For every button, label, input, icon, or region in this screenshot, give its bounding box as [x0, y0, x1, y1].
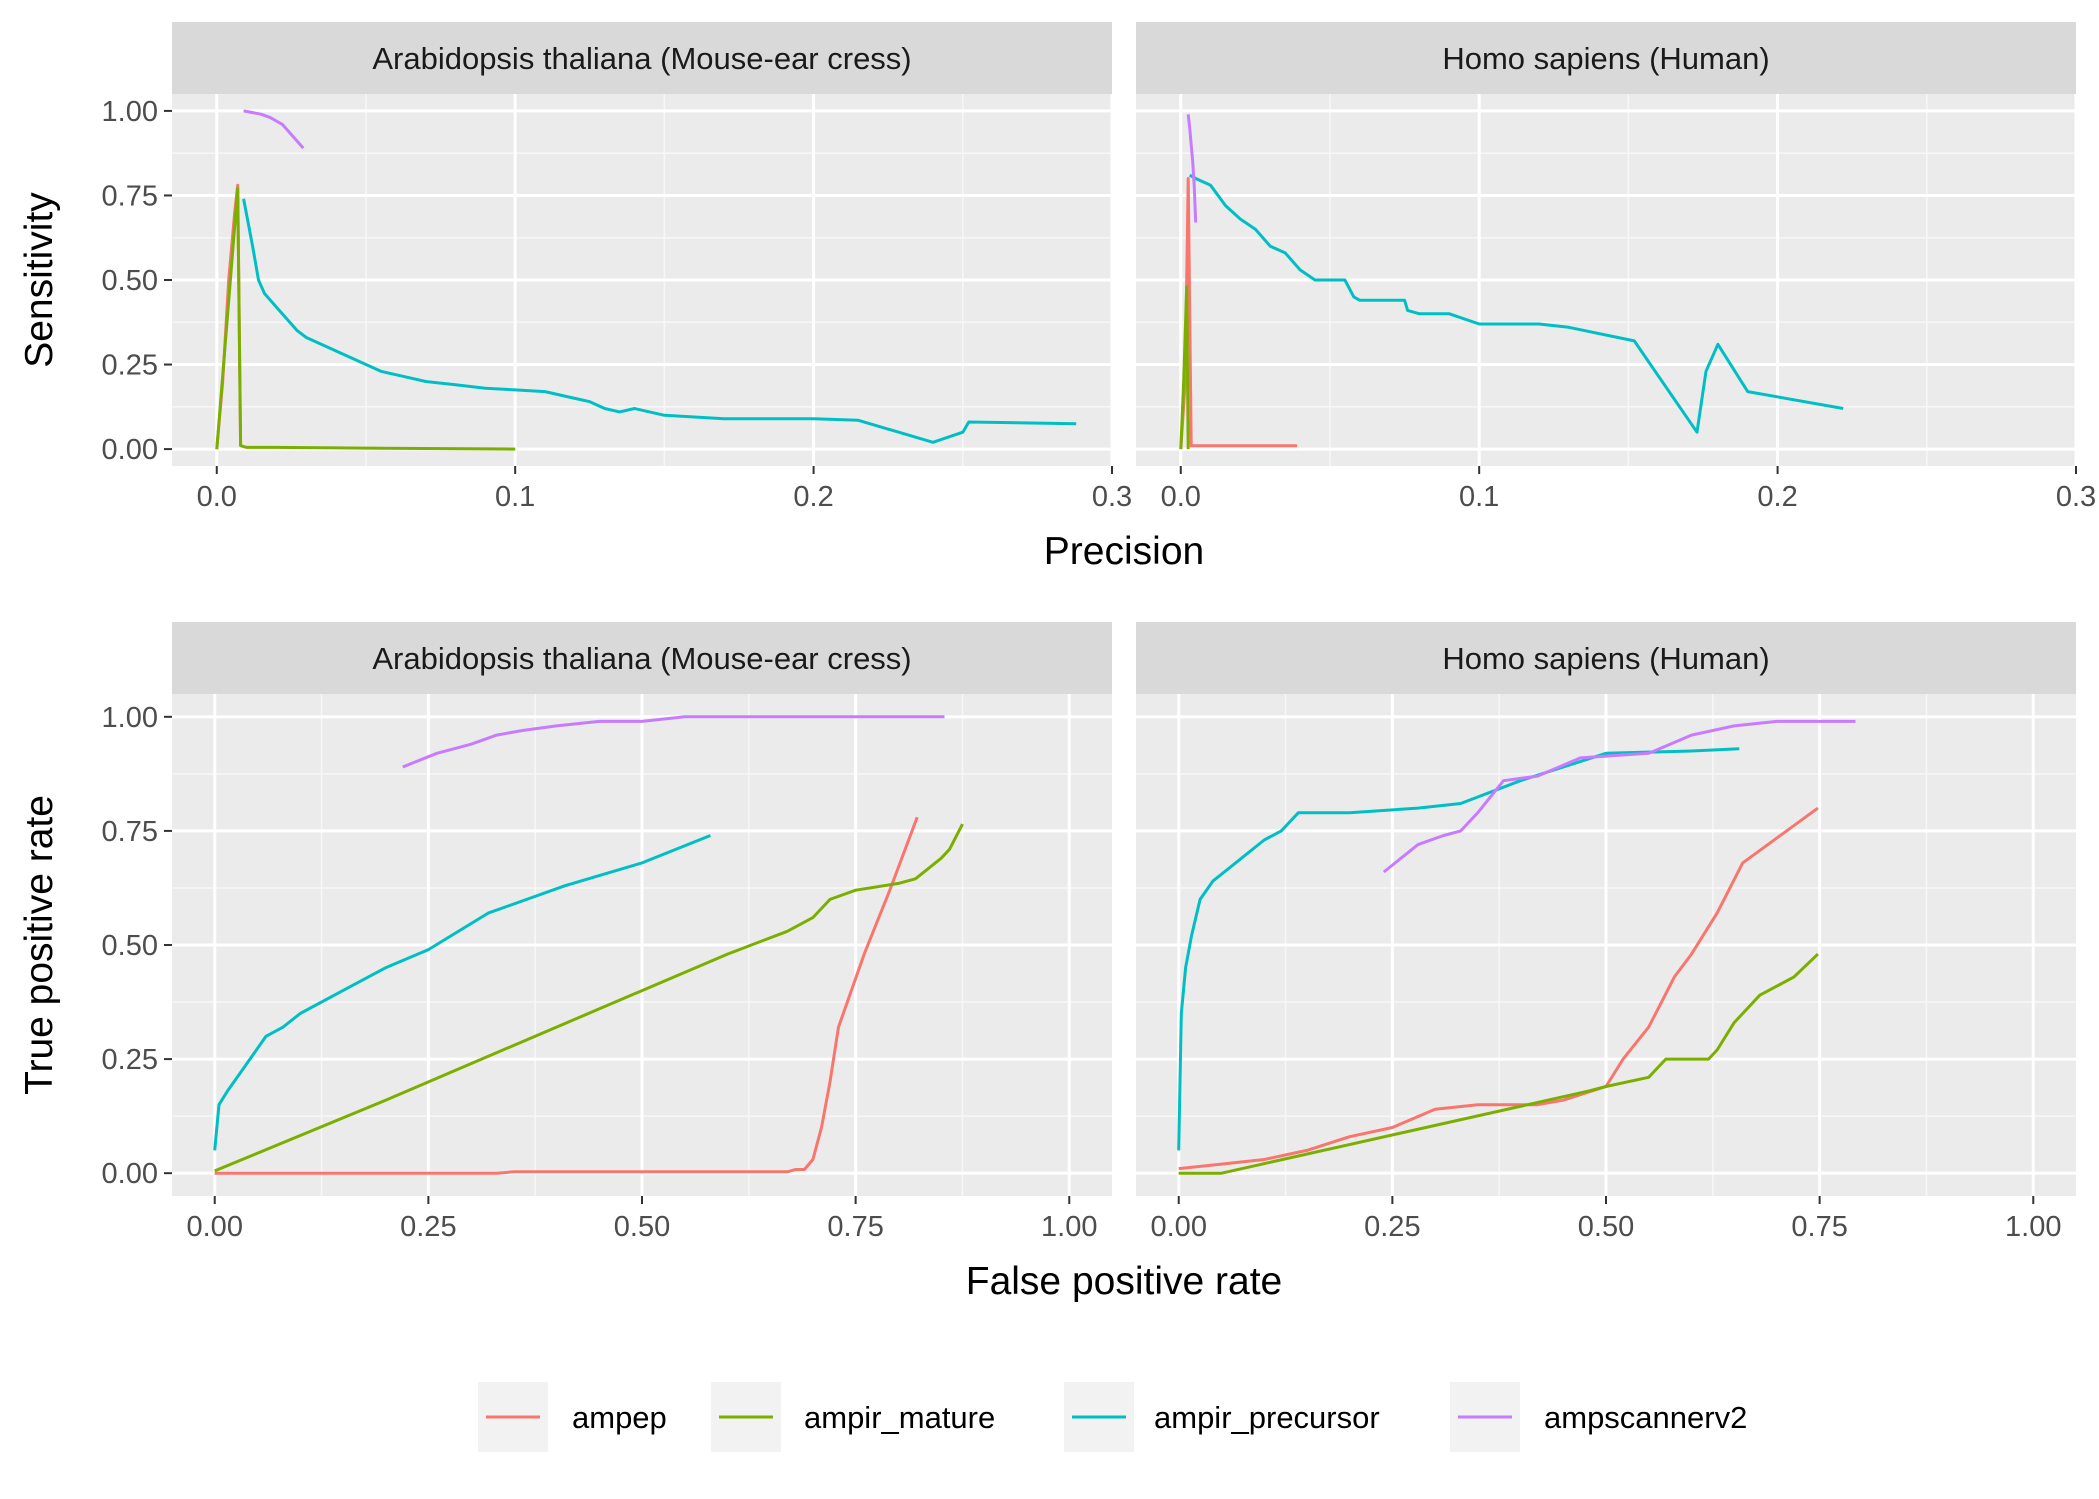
facet-strip	[172, 622, 1112, 694]
x-tick-label: 0.25	[400, 1211, 456, 1243]
series-line-ampscannerv2	[1186, 114, 1198, 223]
legend-label-ampir_mature: ampir_mature	[804, 1400, 995, 1435]
y-axis-title: True positive rate	[18, 795, 61, 1095]
series-line-ampscannerv2	[243, 109, 305, 150]
legend-label-ampep: ampep	[572, 1400, 667, 1435]
legend-label-ampir_precursor: ampir_precursor	[1154, 1400, 1380, 1435]
facet-strip	[1136, 622, 2076, 694]
series-line-ampir_mature	[1179, 285, 1190, 450]
x-tick-label: 0.75	[1791, 1211, 1847, 1243]
x-tick-label: 0.3	[2056, 481, 2096, 513]
facet-0-0: Arabidopsis thaliana (Mouse-ear cress) 0.…	[102, 22, 1132, 513]
y-tick-label: 0.25	[102, 1044, 158, 1076]
x-tick-label: 0.1	[1459, 481, 1499, 513]
series-line-ampir_precursor	[1188, 173, 1844, 434]
series-line-ampir_mature	[215, 187, 516, 451]
x-tick-label: 0.75	[827, 1211, 883, 1243]
x-tick-label: 0.00	[1151, 1211, 1207, 1243]
series-line-ampscannerv2	[402, 715, 945, 769]
series-line-ampir_mature	[1178, 953, 1819, 1175]
y-tick-label: 0.25	[102, 350, 158, 382]
facet-strip-label: Homo sapiens (Human)	[1442, 641, 1769, 676]
y-tick-label: 0.00	[102, 434, 158, 466]
legend: ampep ampir_mature ampir_precursor ampscann…	[478, 1382, 1747, 1452]
facet-1-1: Homo sapiens (Human) 0.00 0.25 0.50 0.75 1.00	[1136, 622, 2076, 1243]
x-tick-label: 0.2	[793, 481, 833, 513]
series-line-ampscannerv2	[1382, 719, 1856, 874]
y-tick-label: 0.50	[102, 930, 158, 962]
series-line-ampir_mature	[214, 823, 964, 1173]
roc-panel: Arabidopsis thaliana (Mouse-ear cress) 0.…	[18, 622, 2076, 1303]
x-tick-label: 0.1	[495, 481, 535, 513]
y-tick-label: 0.50	[102, 265, 158, 297]
series-line-ampir_precursor	[242, 198, 1077, 444]
series-line-ampep	[214, 816, 919, 1175]
facet-strip-label: Homo sapiens (Human)	[1442, 41, 1769, 76]
precision-sensitivity-panel: Arabidopsis thaliana (Mouse-ear cress) 0.…	[18, 22, 2096, 573]
legend-label-ampscannerv2: ampscannerv2	[1544, 1400, 1747, 1435]
x-tick-label: 0.50	[1578, 1211, 1634, 1243]
series-line-ampep	[1178, 806, 1819, 1171]
facet-strip	[172, 22, 1112, 94]
y-axis-title: Sensitivity	[18, 192, 61, 368]
x-tick-label: 0.2	[1757, 481, 1797, 513]
facet-strip-label: Arabidopsis thaliana (Mouse-ear cress)	[372, 641, 911, 676]
y-tick-label: 0.00	[102, 1158, 158, 1190]
y-tick-label: 0.75	[102, 816, 158, 848]
series-line-ampir_precursor	[213, 834, 711, 1151]
x-tick-label: 0.00	[187, 1211, 243, 1243]
x-tick-label: 1.00	[2005, 1211, 2061, 1243]
x-tick-label: 0.0	[1161, 481, 1201, 513]
x-axis-title: False positive rate	[966, 1260, 1282, 1303]
facet-strip	[1136, 22, 2076, 94]
facet-strip-label: Arabidopsis thaliana (Mouse-ear cress)	[372, 41, 911, 76]
y-tick-label: 0.75	[102, 180, 158, 212]
x-tick-label: 0.0	[197, 481, 237, 513]
y-tick-label: 1.00	[102, 96, 158, 128]
x-tick-label: 0.25	[1364, 1211, 1420, 1243]
x-axis-title: Precision	[1044, 530, 1204, 573]
y-tick-label: 1.00	[102, 702, 158, 734]
x-tick-label: 1.00	[1041, 1211, 1097, 1243]
facet-0-1: Homo sapiens (Human) 0.0 0.1 0.2 0.3	[1136, 22, 2096, 513]
facet-1-0: Arabidopsis thaliana (Mouse-ear cress) 0.…	[102, 622, 1112, 1243]
x-tick-label: 0.50	[614, 1211, 670, 1243]
x-tick-label: 0.3	[1092, 481, 1132, 513]
